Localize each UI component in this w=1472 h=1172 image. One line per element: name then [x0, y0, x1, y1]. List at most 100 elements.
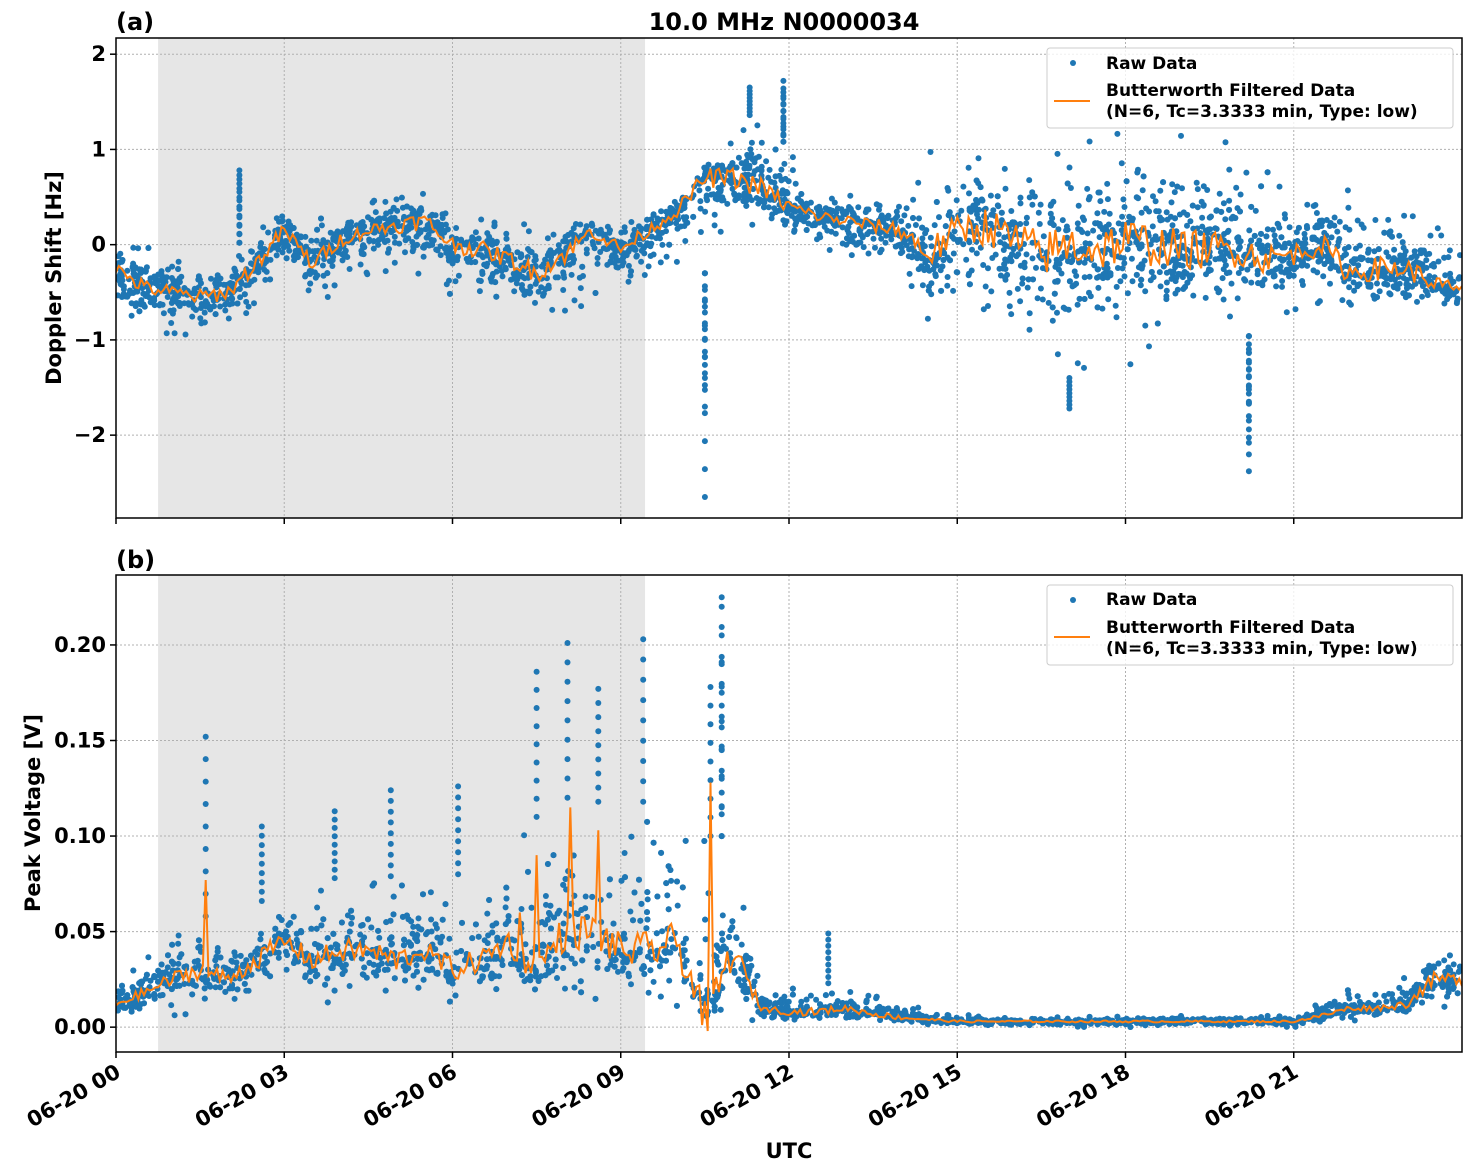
- raw-data-point: [674, 202, 680, 209]
- raw-data-point: [945, 212, 952, 219]
- raw-data-point: [657, 235, 663, 242]
- raw-data-point: [905, 253, 912, 260]
- raw-data-point: [1167, 268, 1174, 275]
- raw-data-point: [919, 235, 926, 242]
- raw-data-point: [160, 310, 167, 317]
- raw-data-point: [203, 303, 209, 310]
- raw-data-point: [657, 259, 664, 266]
- raw-data-point: [925, 287, 932, 294]
- raw-data-point: [197, 315, 204, 322]
- raw-data-point: [248, 260, 254, 267]
- raw-data-point: [424, 225, 431, 232]
- raw-data-point: [1326, 223, 1333, 229]
- raw-data-point: [995, 231, 1002, 238]
- raw-data-point: [1086, 194, 1093, 200]
- raw-data-point: [673, 258, 680, 265]
- raw-data-point: [439, 215, 446, 221]
- raw-data-point: [1341, 278, 1348, 285]
- raw-data-point: [798, 191, 805, 197]
- raw-data-point: [524, 254, 531, 260]
- raw-data-point: [995, 203, 1002, 210]
- raw-data-point: [1350, 279, 1357, 286]
- raw-data-point: [1005, 257, 1012, 264]
- raw-data-point: [643, 226, 650, 233]
- raw-data-point: [701, 164, 708, 171]
- raw-data-point: [1012, 220, 1018, 227]
- x-tick-label: 06-20 06: [359, 1060, 461, 1133]
- raw-data-point: [175, 940, 182, 947]
- raw-data-point: [781, 160, 788, 167]
- raw-data-point: [503, 235, 510, 242]
- raw-data-point: [1372, 217, 1379, 223]
- raw-data-point: [263, 268, 270, 275]
- raw-data-point: [525, 228, 532, 235]
- raw-data-point: [966, 190, 972, 197]
- raw-data-point: [1311, 234, 1318, 241]
- raw-data-point: [222, 307, 229, 314]
- raw-data-point: [1199, 223, 1206, 230]
- raw-data-point: [1177, 271, 1184, 278]
- raw-data-point: [1416, 260, 1423, 267]
- raw-data-point: [1365, 246, 1372, 253]
- axes-frame: [115, 37, 1463, 519]
- raw-data-point: [666, 241, 673, 248]
- raw-data-point: [324, 294, 331, 300]
- raw-data-point: [627, 908, 634, 915]
- raw-data-point: [1356, 281, 1363, 288]
- raw-data-point: [549, 306, 556, 313]
- raw-data-point: [512, 274, 519, 281]
- raw-data-point: [648, 233, 655, 240]
- x-tick-label: 06-20 09: [527, 1060, 629, 1133]
- raw-data-outlier: [701, 270, 708, 277]
- raw-data-point: [1024, 284, 1031, 291]
- raw-data-point: [608, 253, 615, 260]
- raw-data-point: [1264, 249, 1271, 255]
- raw-data-outlier: [701, 335, 708, 342]
- raw-data-point: [717, 228, 724, 235]
- raw-data-point: [883, 232, 890, 239]
- raw-data-point: [833, 209, 840, 216]
- raw-data-point: [735, 154, 742, 161]
- raw-data-point: [1054, 150, 1061, 157]
- raw-data-point: [237, 294, 244, 301]
- raw-data-point: [1117, 278, 1124, 285]
- raw-data-point: [982, 283, 989, 290]
- raw-data-point: [314, 904, 321, 911]
- raw-data-point: [1106, 210, 1113, 217]
- raw-data-series: [116, 77, 1462, 500]
- raw-data-point: [1037, 201, 1044, 208]
- raw-data-point: [314, 272, 321, 279]
- raw-data-point: [560, 287, 567, 293]
- raw-data-point: [1075, 202, 1082, 209]
- raw-data-point: [1315, 224, 1322, 231]
- raw-data-point: [1226, 197, 1233, 204]
- raw-data-point: [116, 292, 121, 299]
- raw-data-point: [579, 263, 586, 270]
- raw-data-point: [1295, 224, 1302, 231]
- raw-data-point: [217, 303, 224, 310]
- raw-data-point: [453, 235, 460, 242]
- raw-data-point: [1155, 208, 1162, 215]
- raw-data-point: [420, 190, 426, 197]
- raw-data-point: [406, 222, 413, 229]
- raw-data-point: [1423, 264, 1430, 271]
- raw-data-point: [813, 996, 820, 1003]
- raw-data-point: [1135, 195, 1142, 202]
- raw-data-point: [1376, 288, 1383, 295]
- raw-data-point: [1222, 216, 1229, 223]
- raw-data-point: [260, 224, 267, 231]
- raw-data-point: [1049, 215, 1056, 222]
- raw-data-point: [1187, 218, 1194, 225]
- raw-data-point: [975, 215, 982, 222]
- raw-data-point: [1396, 232, 1403, 239]
- raw-data-point: [682, 238, 689, 244]
- raw-data-point: [1068, 259, 1075, 266]
- raw-data-point: [1276, 183, 1283, 190]
- raw-data-outlier: [701, 348, 708, 355]
- raw-data-point: [697, 229, 704, 235]
- raw-data-point: [560, 238, 567, 245]
- raw-data-point: [570, 256, 577, 263]
- raw-data-point: [443, 281, 450, 288]
- raw-data-point: [1204, 239, 1211, 246]
- raw-data-point: [1133, 271, 1140, 278]
